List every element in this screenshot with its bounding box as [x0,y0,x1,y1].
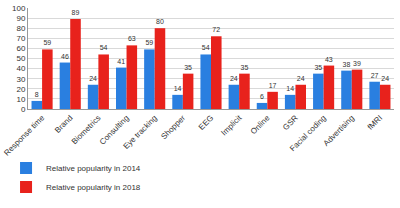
svg-text:46: 46 [61,53,69,60]
svg-text:80: 80 [16,24,25,33]
svg-text:38: 38 [343,61,351,68]
svg-text:14: 14 [286,85,294,92]
svg-text:20: 20 [16,85,25,94]
svg-text:90: 90 [16,14,25,23]
svg-text:24: 24 [230,75,238,82]
svg-text:17: 17 [269,82,277,89]
svg-text:Eye tracking: Eye tracking [121,113,158,150]
svg-text:59: 59 [43,39,51,46]
svg-text:50: 50 [16,54,25,63]
svg-text:24: 24 [89,75,97,82]
svg-text:100: 100 [12,4,26,13]
svg-text:54: 54 [202,44,210,51]
svg-text:54: 54 [100,44,108,51]
svg-text:72: 72 [212,26,220,33]
svg-text:41: 41 [117,58,125,65]
svg-text:63: 63 [128,35,136,42]
svg-text:24: 24 [297,75,305,82]
svg-text:Advertising: Advertising [322,113,356,147]
svg-text:59: 59 [145,39,153,46]
svg-text:6: 6 [260,93,264,100]
svg-text:39: 39 [353,60,361,67]
svg-text:Consulting: Consulting [98,113,131,146]
svg-text:35: 35 [240,64,248,71]
svg-text:89: 89 [72,9,80,16]
svg-text:fMRI: fMRI [366,113,384,131]
svg-text:Implicit: Implicit [219,113,244,138]
svg-text:60: 60 [16,44,25,53]
svg-text:27: 27 [371,72,379,79]
svg-text:8: 8 [35,91,39,98]
svg-text:43: 43 [325,56,333,63]
svg-text:Brand: Brand [53,113,74,134]
svg-text:Online: Online [249,113,272,136]
svg-text:Relative popularity in 2014: Relative popularity in 2014 [46,164,141,173]
svg-text:Response time: Response time [2,113,46,157]
svg-text:0: 0 [21,105,26,114]
svg-text:10: 10 [16,95,25,104]
svg-text:14: 14 [174,85,182,92]
svg-text:Facial coding: Facial coding [288,113,328,153]
svg-text:Biometrics: Biometrics [70,113,103,146]
svg-text:EEG: EEG [197,113,215,131]
svg-text:GSR: GSR [281,113,300,132]
svg-text:24: 24 [381,75,389,82]
svg-text:35: 35 [314,64,322,71]
svg-text:70: 70 [16,34,25,43]
svg-text:30: 30 [16,75,25,84]
svg-text:80: 80 [156,18,164,25]
svg-text:35: 35 [184,64,192,71]
svg-text:Shopper: Shopper [159,113,187,141]
svg-text:40: 40 [16,64,25,73]
svg-text:Relative popularity in 2018: Relative popularity in 2018 [46,183,141,192]
